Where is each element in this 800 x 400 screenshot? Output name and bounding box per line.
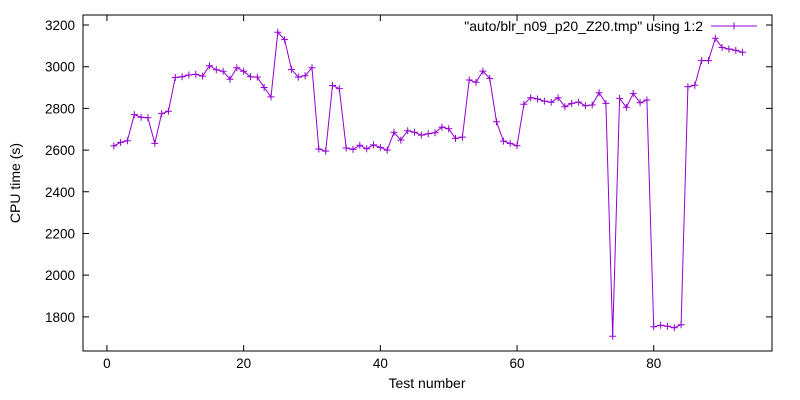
legend-key-sample: [711, 22, 757, 30]
y-tick-label: 3000: [45, 60, 75, 75]
y-tick-label: 2200: [45, 226, 75, 241]
x-tick-label: 80: [646, 356, 661, 371]
x-tick-label: 0: [103, 356, 111, 371]
plot-generated-layer: 0 20 40 60 80 1800 2000 2200 2400 2600 2800 3000 320…: [45, 14, 773, 371]
y-tick-label: 1800: [45, 310, 75, 325]
x-tick-label: 20: [236, 356, 251, 371]
y-axis-label: CPU time (s): [7, 143, 23, 223]
y-tick-label: 2600: [45, 143, 75, 158]
data-point-markers: [110, 28, 747, 340]
y-tick-label: 3200: [45, 18, 75, 33]
x-tick-label: 60: [510, 356, 525, 371]
x-tick-label: 40: [373, 356, 388, 371]
y-tick-label: 2800: [45, 101, 75, 116]
y-tick-label: 2400: [45, 185, 75, 200]
x-axis-label: Test number: [388, 375, 465, 391]
data-line: [113, 31, 743, 337]
y-tick-label: 2000: [45, 268, 75, 283]
plot-border: [82, 14, 773, 352]
legend-label: "auto/blr_n09_p20_Z20.tmp" using 1:2: [464, 18, 703, 34]
